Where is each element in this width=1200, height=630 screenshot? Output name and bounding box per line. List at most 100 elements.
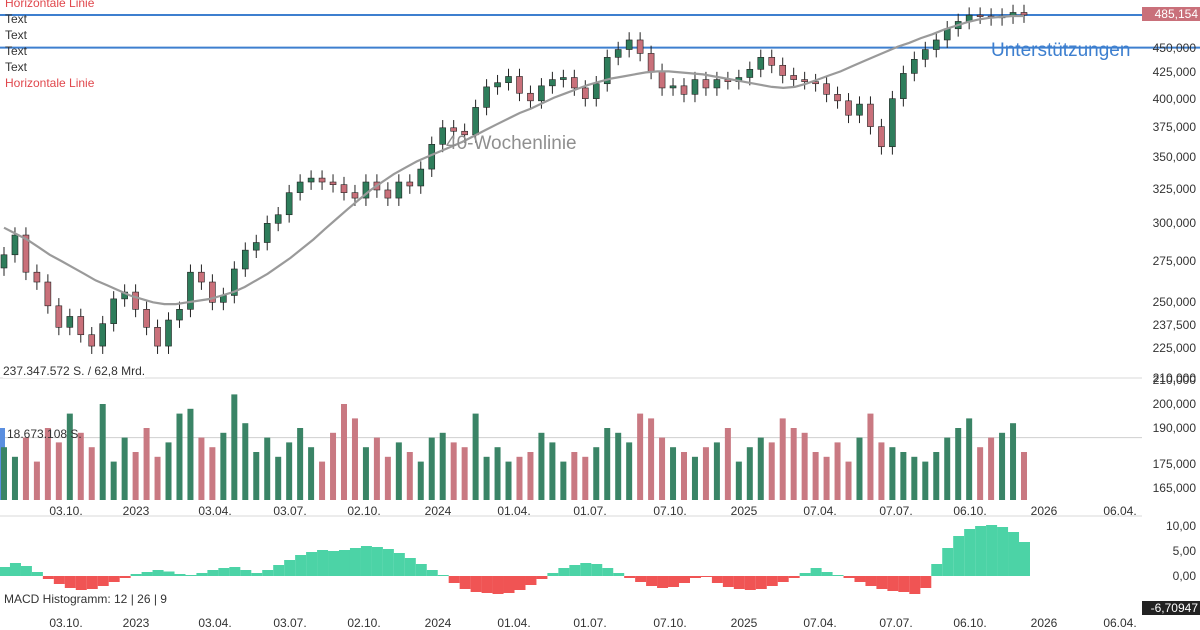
macd-bar-72 [788,576,800,578]
volume-bar-60 [659,437,666,500]
candle-body-62 [680,85,688,95]
macd-bar-67 [733,576,745,589]
candle-body-28 [307,177,315,183]
volume-x-tick-7: 01.07. [573,504,607,518]
macd-x-tick-3: 03.07. [273,616,307,630]
volume-bar-58 [637,413,644,500]
candle-body-93 [1020,12,1028,16]
volume-bar-47 [516,456,523,500]
macd-label: MACD Histogramm: 12 | 26 | 9 [4,592,167,606]
candle-body-79 [867,103,874,127]
macd-bar-21 [229,567,241,576]
macd-bar-10 [108,576,120,582]
volume-bar-83 [911,456,918,500]
macd-bar-8 [86,576,98,589]
volume-bar-59 [648,418,655,500]
volume-bar-19 [209,447,216,500]
volume-axis-tick-4: 210,000 [1152,373,1196,387]
volume-bar-63 [691,456,698,500]
macd-bar-37 [404,558,416,576]
candle-body-3 [33,271,41,283]
candle-body-7 [77,316,85,336]
candle-body-4 [44,281,52,307]
volume-bar-44 [483,456,490,500]
macd-bar-45 [492,576,504,594]
candle-body-22 [241,249,249,270]
volume-bar-29 [319,461,326,500]
volume-x-tick-4: 02.10. [347,504,381,518]
candle-body-75 [823,83,830,95]
candle-body-47 [516,76,523,94]
candle-body-26 [285,192,293,216]
macd-bar-90 [986,525,998,576]
volume-bar-67 [735,461,742,500]
volume-bar-71 [779,418,786,500]
volume-bar-65 [713,442,720,500]
volume-bar-11 [121,437,128,500]
macd-bar-62 [679,576,690,583]
macd-bar-80 [876,576,888,589]
macd-bar-14 [152,570,164,576]
moving-average-40w-line [3,14,1024,306]
candle-body-71 [779,64,787,76]
macd-x-tick-8: 07.10. [653,616,687,630]
candle-body-74 [812,81,819,85]
macd-bar-63 [689,576,701,578]
macd-bar-83 [909,576,921,594]
candle-body-83 [911,59,918,74]
header-label-hline-1: Horizontale Linie [5,0,95,10]
macd-x-tick-6: 01.04. [497,616,531,630]
volume-bar-20 [220,432,227,500]
macd-axis-tick-2: 10,00 [1165,519,1196,533]
macd-bar-18 [196,573,208,576]
candle-body-61 [669,85,677,89]
macd-bar-78 [854,576,866,582]
macd-bar-68 [744,576,756,590]
volume-bar-69 [757,437,764,500]
volume-bar-51 [560,461,567,500]
price-axis-tick-7: 350,000 [1152,149,1196,164]
macd-bar-12 [130,574,142,576]
candle-body-57 [625,39,633,50]
volume-bar-35 [384,456,391,500]
macd-bar-57 [624,576,636,578]
macd-bar-1 [9,563,21,576]
macd-bar-13 [141,572,153,576]
volume-bar-62 [681,452,687,500]
volume-x-tick-13: 2026 [1030,504,1058,518]
volume-bar-21 [231,394,238,500]
volume-bar-27 [297,428,304,500]
candle-body-84 [921,49,929,60]
volume-bar-36 [395,442,402,500]
volume-x-tick-6: 01.04. [497,504,531,518]
candle-body-36 [395,181,403,199]
candle-body-82 [900,73,907,99]
volume-bar-89 [977,447,984,500]
candle-body-56 [614,49,622,58]
volume-bar-18 [198,437,205,500]
candle-body-54 [592,83,600,99]
volume-bar-23 [253,452,260,500]
macd-bar-41 [448,576,460,583]
macd-bar-64 [700,576,712,577]
candle-body-60 [658,71,666,89]
axis-background [1142,0,1200,628]
candle-body-30 [329,181,337,185]
volume-bar-4 [44,428,51,500]
volume-bar-3 [33,461,40,500]
macd-bar-65 [711,576,723,583]
volume-bar-16 [176,413,183,500]
macd-bar-75 [821,572,833,576]
macd-last-tag: -6,70947 [1142,601,1200,615]
volume-bar-87 [955,428,962,500]
volume-bar-13 [143,428,150,500]
volume-bar-84 [922,461,929,500]
volume-bar-33 [362,447,369,500]
last-price-tag: 485,154 [1142,7,1200,21]
volume-bar-74 [812,452,819,500]
volume-x-tick-9: 2025 [730,504,758,518]
macd-bar-4 [42,576,54,579]
volume-x-tick-14: 06.04. [1103,504,1137,518]
macd-x-tick-7: 01.07. [573,616,607,630]
